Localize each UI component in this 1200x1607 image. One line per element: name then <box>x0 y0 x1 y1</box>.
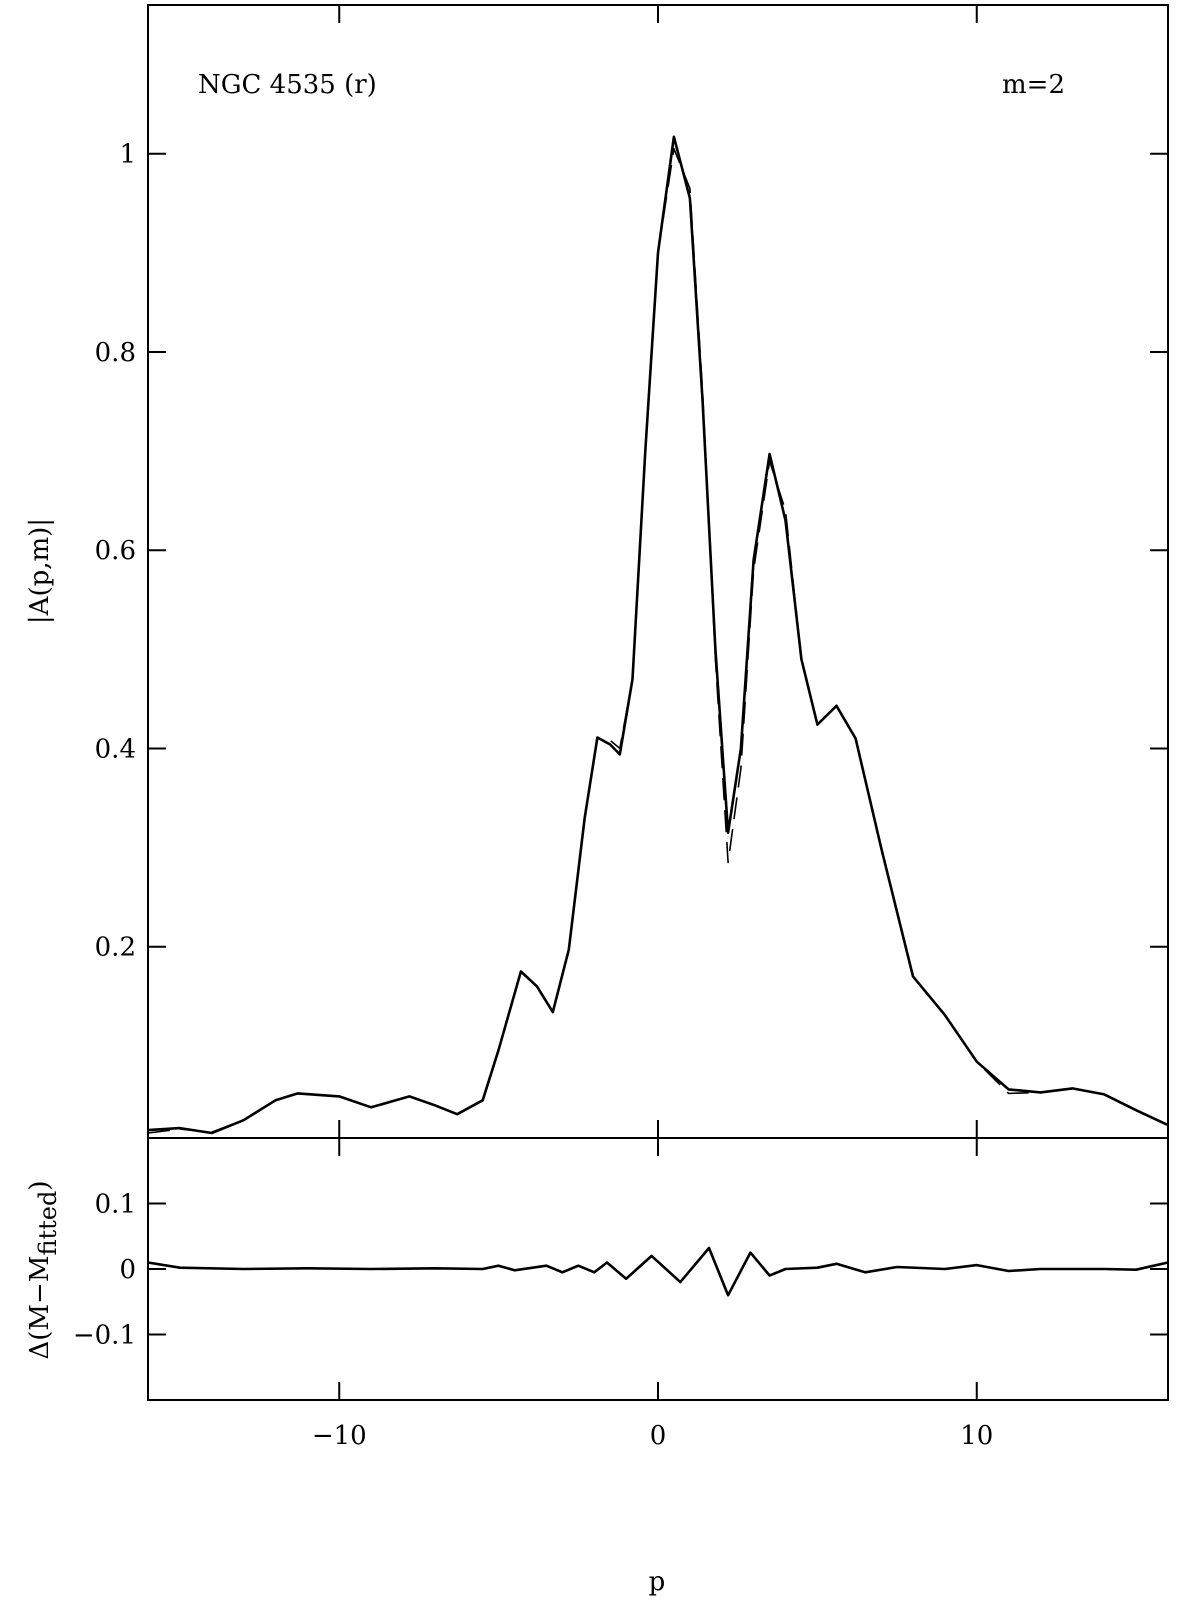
x-tick-label: 10 <box>960 1421 993 1451</box>
data-curve <box>147 1246 1169 1297</box>
y-label-main: Δ(M−M <box>25 1256 55 1360</box>
y-tick-label: 0.1 <box>95 1190 136 1220</box>
y-label-suffix: ) <box>25 1181 55 1191</box>
y-tick-label: −0.1 <box>73 1321 136 1351</box>
x-axis-label: p <box>649 1567 666 1597</box>
x-tick-label: 0 <box>650 1421 667 1451</box>
y-tick-label: 0.6 <box>95 536 136 566</box>
y-tick-label: 0.2 <box>95 933 136 963</box>
x-tick-label: −10 <box>312 1421 367 1451</box>
y-axis-label: |A(p,m)| <box>25 518 55 624</box>
y-tick-label: 1 <box>119 140 136 170</box>
plot-frame <box>147 4 1169 1139</box>
y-tick-label: 0 <box>119 1255 136 1285</box>
mode-label: m=2 <box>1002 70 1065 100</box>
data-curve <box>147 135 1169 1135</box>
y-axis-label: Δ(M−Mfitted) <box>25 1181 62 1360</box>
y-tick-label: 0.4 <box>95 734 136 764</box>
y-label-sub: fitted <box>34 1191 62 1256</box>
fitted-curve <box>147 147 1169 1134</box>
y-tick-label: 0.8 <box>95 338 136 368</box>
galaxy-label: NGC 4535 (r) <box>198 70 377 100</box>
